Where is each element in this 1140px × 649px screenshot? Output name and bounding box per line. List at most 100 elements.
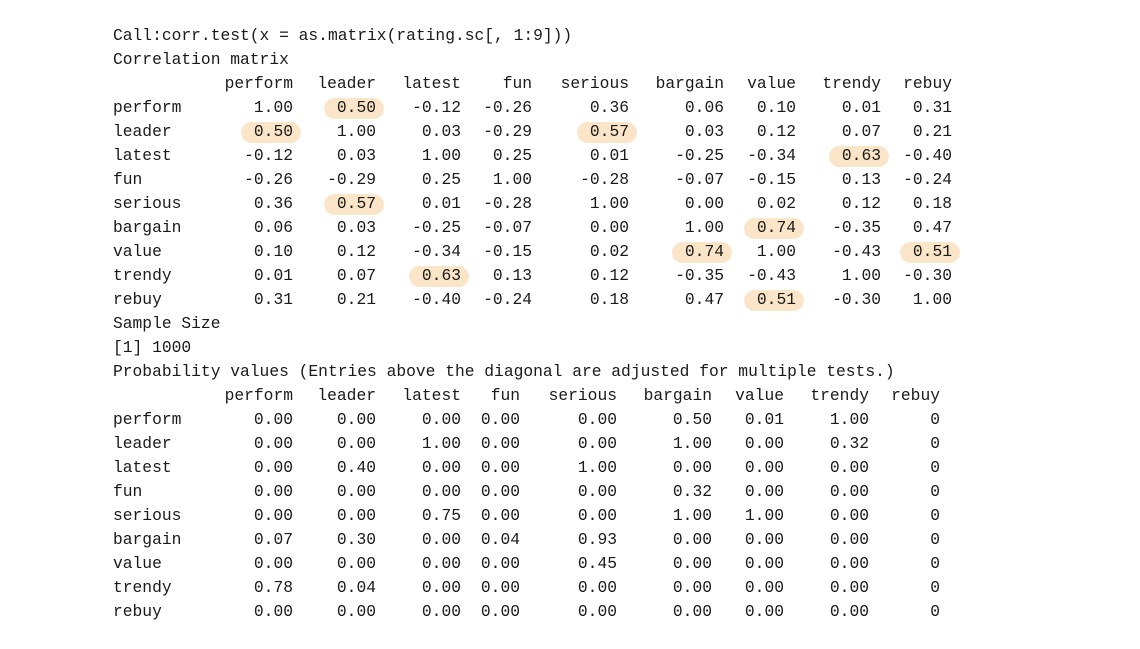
matrix-cell: 0.74 <box>756 218 796 237</box>
matrix-cell: 1.00 <box>756 242 796 261</box>
call-line: Call:corr.test(x = as.matrix(rating.sc[,… <box>113 26 573 45</box>
matrix-cell: 0.13 <box>841 170 881 189</box>
matrix-cell: 0.00 <box>421 530 461 549</box>
probability-values-title: Probability values (Entries above the di… <box>113 362 895 381</box>
column-header-serious: serious <box>560 74 629 93</box>
matrix-cell: 0.63 <box>841 146 881 165</box>
matrix-cell: 0.93 <box>577 530 617 549</box>
matrix-cell: 0.07 <box>841 122 881 141</box>
matrix-cell: -0.43 <box>832 242 881 261</box>
matrix-cell: 0.00 <box>421 458 461 477</box>
matrix-cell: 0.30 <box>336 530 376 549</box>
highlighted-correlation-cell <box>409 265 469 287</box>
matrix-cell: -0.15 <box>483 242 532 261</box>
highlighted-correlation-cell <box>744 289 804 311</box>
matrix-cell: 1.00 <box>684 218 724 237</box>
matrix-cell: 0.00 <box>684 194 724 213</box>
matrix-cell: 0.01 <box>421 194 461 213</box>
matrix-cell: 0.00 <box>577 602 617 621</box>
highlighted-correlation-cell <box>241 121 301 143</box>
matrix-cell: 0.40 <box>336 458 376 477</box>
matrix-cell: 0.00 <box>480 458 520 477</box>
matrix-cell: 0.00 <box>253 602 293 621</box>
matrix-cell: 0.47 <box>684 290 724 309</box>
row-label-latest: latest <box>113 458 172 477</box>
matrix-cell: 0.06 <box>253 218 293 237</box>
matrix-cell: 0.31 <box>912 98 952 117</box>
matrix-cell: 0.63 <box>421 266 461 285</box>
matrix-cell: 0.51 <box>912 242 952 261</box>
matrix-cell: 1.00 <box>672 506 712 525</box>
matrix-cell: 0.00 <box>672 602 712 621</box>
column-header-perform: perform <box>224 74 293 93</box>
matrix-cell: 0 <box>930 410 940 429</box>
matrix-cell: 0.04 <box>336 578 376 597</box>
matrix-cell: 0.12 <box>589 266 629 285</box>
matrix-cell: -0.26 <box>483 98 532 117</box>
matrix-cell: 0.00 <box>829 506 869 525</box>
matrix-cell: 1.00 <box>492 170 532 189</box>
matrix-cell: 0.00 <box>480 410 520 429</box>
matrix-cell: 0 <box>930 578 940 597</box>
column-header-bargain: bargain <box>643 386 712 405</box>
column-header-trendy: trendy <box>822 74 881 93</box>
column-header-rebuy: rebuy <box>903 74 952 93</box>
matrix-cell: 0.00 <box>672 458 712 477</box>
column-header-value: value <box>747 74 796 93</box>
matrix-cell: 0.00 <box>253 506 293 525</box>
matrix-cell: -0.24 <box>483 290 532 309</box>
matrix-cell: 0.36 <box>589 98 629 117</box>
matrix-cell: 0 <box>930 530 940 549</box>
matrix-cell: 1.00 <box>829 410 869 429</box>
matrix-cell: -0.25 <box>675 146 724 165</box>
matrix-cell: 0.01 <box>589 146 629 165</box>
matrix-cell: 0 <box>930 482 940 501</box>
column-header-latest: latest <box>402 386 461 405</box>
matrix-cell: 0.01 <box>744 410 784 429</box>
matrix-cell: 0.32 <box>672 482 712 501</box>
column-header-trendy: trendy <box>810 386 869 405</box>
highlighted-correlation-cell <box>577 121 637 143</box>
matrix-cell: 0.00 <box>577 578 617 597</box>
row-label-bargain: bargain <box>113 218 182 237</box>
highlighted-correlation-cell <box>324 193 384 215</box>
matrix-cell: 1.00 <box>589 194 629 213</box>
row-label-fun: fun <box>113 482 143 501</box>
matrix-cell: 0.01 <box>841 98 881 117</box>
matrix-cell: 0.00 <box>577 506 617 525</box>
matrix-cell: 0.02 <box>589 242 629 261</box>
matrix-cell: -0.34 <box>412 242 461 261</box>
row-label-perform: perform <box>113 410 182 429</box>
matrix-cell: 0.00 <box>336 434 376 453</box>
highlighted-correlation-cell <box>744 217 804 239</box>
matrix-cell: 0.36 <box>253 194 293 213</box>
matrix-cell: 0.00 <box>589 218 629 237</box>
matrix-cell: 0.00 <box>336 554 376 573</box>
matrix-cell: -0.35 <box>675 266 724 285</box>
matrix-cell: 0.00 <box>577 434 617 453</box>
matrix-cell: 0.47 <box>912 218 952 237</box>
matrix-cell: 1.00 <box>577 458 617 477</box>
column-header-leader: leader <box>317 74 376 93</box>
row-label-value: value <box>113 554 162 573</box>
matrix-cell: 1.00 <box>421 146 461 165</box>
matrix-cell: 0.00 <box>421 578 461 597</box>
row-label-perform: perform <box>113 98 182 117</box>
highlighted-correlation-cell <box>324 97 384 119</box>
matrix-cell: 0.00 <box>577 410 617 429</box>
matrix-cell: 0.25 <box>421 170 461 189</box>
matrix-cell: -0.07 <box>483 218 532 237</box>
matrix-cell: 1.00 <box>744 506 784 525</box>
matrix-cell: 0.18 <box>589 290 629 309</box>
matrix-cell: 0.00 <box>744 602 784 621</box>
matrix-cell: -0.35 <box>832 218 881 237</box>
matrix-cell: -0.28 <box>580 170 629 189</box>
matrix-cell: -0.34 <box>747 146 796 165</box>
matrix-cell: 0.04 <box>480 530 520 549</box>
matrix-cell: 0.00 <box>744 554 784 573</box>
matrix-cell: -0.28 <box>483 194 532 213</box>
matrix-cell: -0.43 <box>747 266 796 285</box>
matrix-cell: 0.00 <box>672 578 712 597</box>
highlighted-correlation-cell <box>900 241 960 263</box>
